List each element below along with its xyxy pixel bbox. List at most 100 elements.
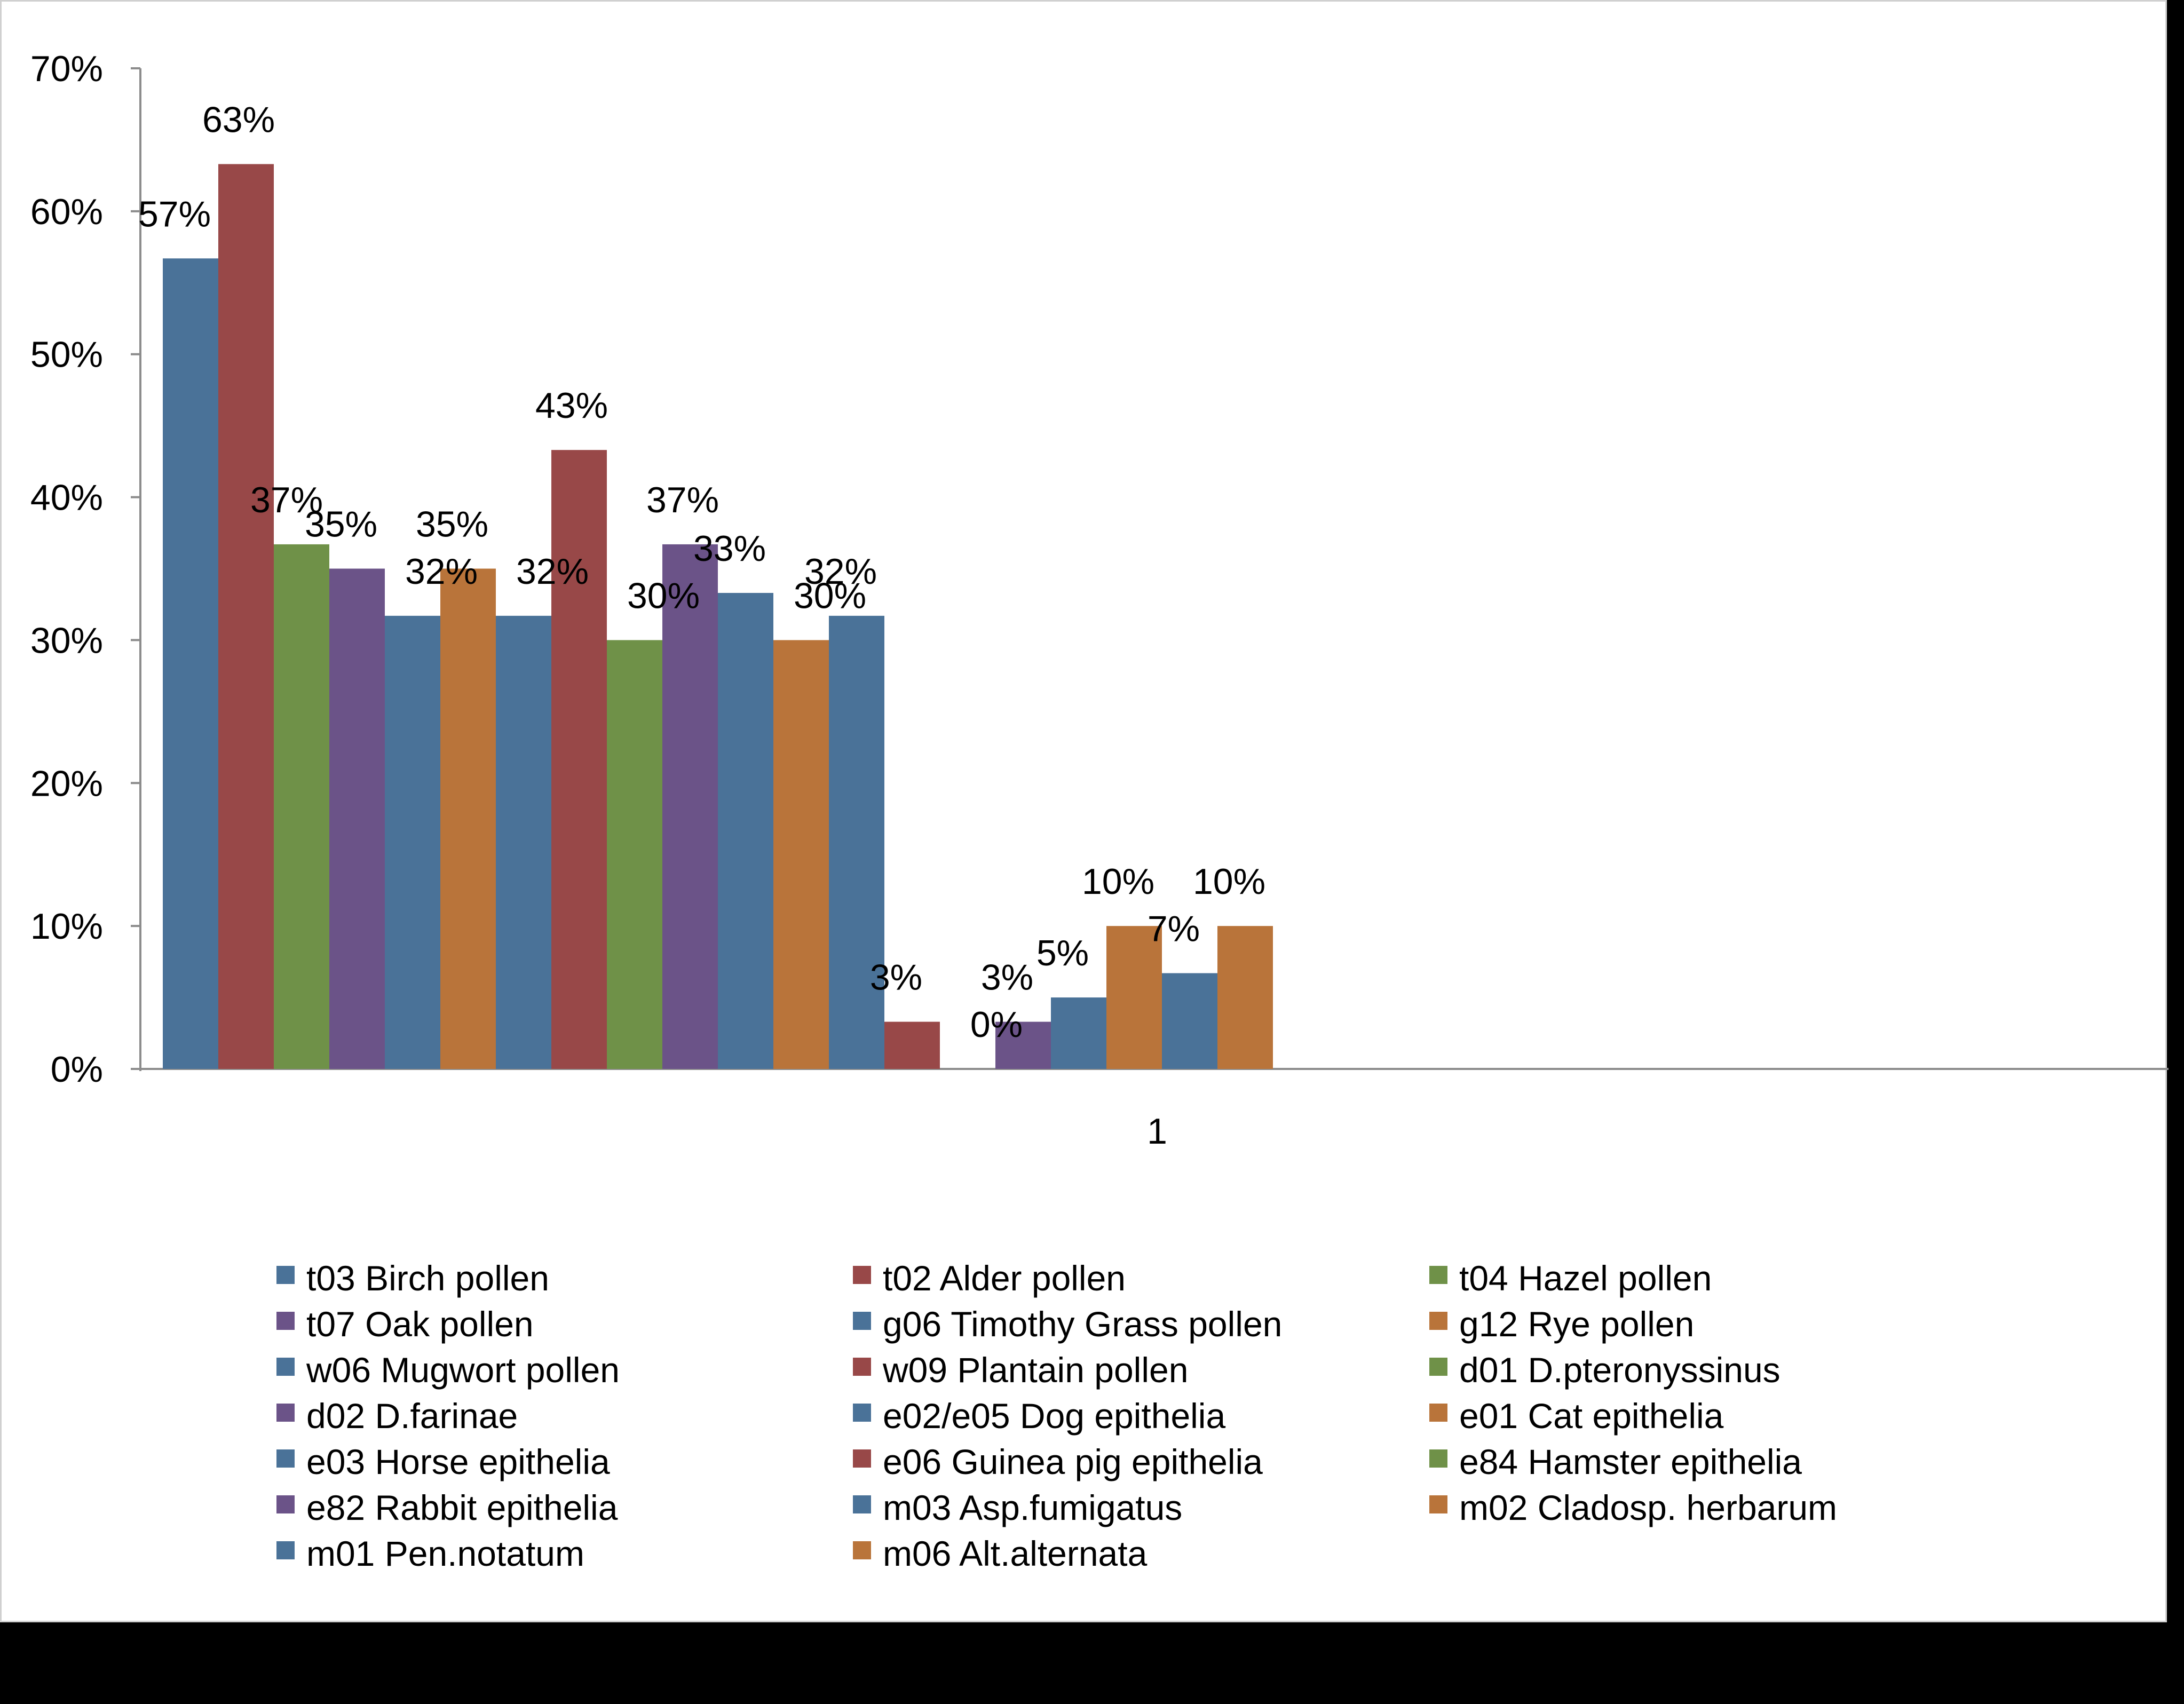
legend-label: d02 D.farinae bbox=[306, 1396, 518, 1436]
legend-label: m06 Alt.alternata bbox=[883, 1534, 1148, 1573]
legend-label: m01 Pen.notatum bbox=[306, 1534, 584, 1573]
legend-label: g06 Timothy Grass pollen bbox=[883, 1304, 1282, 1344]
legend-swatch bbox=[853, 1449, 871, 1468]
legend-swatch bbox=[276, 1449, 295, 1468]
legend: t03 Birch pollen t02 Alder pollen t04 Haze… bbox=[276, 1258, 1837, 1573]
legend-item: e03 Horse epithelia bbox=[276, 1442, 610, 1481]
data-label: 33% bbox=[693, 528, 766, 569]
legend-label: d01 D.pteronyssinus bbox=[1459, 1350, 1781, 1390]
y-tick-label: 10% bbox=[30, 906, 103, 947]
data-label: 32% bbox=[516, 551, 589, 592]
bars bbox=[163, 164, 1273, 1069]
legend-item: e02/e05 Dog epithelia bbox=[853, 1396, 1225, 1436]
bar-20 bbox=[1217, 926, 1273, 1069]
legend-swatch bbox=[1429, 1358, 1447, 1376]
legend-item: w06 Mugwort pollen bbox=[276, 1350, 620, 1390]
data-label: 32% bbox=[804, 551, 877, 592]
legend-swatch bbox=[1429, 1404, 1447, 1422]
bar-9 bbox=[607, 640, 662, 1069]
y-tick-label: 60% bbox=[30, 192, 103, 232]
data-label: 37% bbox=[646, 480, 719, 520]
legend-swatch bbox=[853, 1404, 871, 1422]
data-label: 35% bbox=[416, 504, 488, 545]
data-label: 0% bbox=[970, 1004, 1023, 1045]
data-label: 3% bbox=[870, 957, 922, 998]
y-tick-label: 70% bbox=[30, 49, 103, 89]
legend-label: m03 Asp.fumigatus bbox=[883, 1488, 1182, 1527]
bar-16 bbox=[995, 1021, 1051, 1069]
legend-label: e82 Rabbit epithelia bbox=[306, 1488, 618, 1527]
legend-item: g12 Rye pollen bbox=[1429, 1304, 1694, 1344]
bar-5 bbox=[385, 615, 440, 1069]
legend-item: m01 Pen.notatum bbox=[276, 1534, 584, 1573]
legend-label: t07 Oak pollen bbox=[306, 1304, 534, 1344]
legend-label: t04 Hazel pollen bbox=[1459, 1258, 1712, 1298]
legend-swatch bbox=[1429, 1449, 1447, 1468]
legend-swatch bbox=[276, 1312, 295, 1330]
legend-label: t03 Birch pollen bbox=[306, 1258, 549, 1298]
data-label: 3% bbox=[981, 957, 1033, 998]
data-label: 43% bbox=[535, 385, 608, 426]
bar-3 bbox=[274, 544, 329, 1069]
legend-label: e02/e05 Dog epithelia bbox=[883, 1396, 1225, 1436]
x-category-label: 1 bbox=[1147, 1111, 1167, 1152]
legend-item: d01 D.pteronyssinus bbox=[1429, 1350, 1781, 1390]
legend-item: t02 Alder pollen bbox=[853, 1258, 1126, 1298]
legend-swatch bbox=[276, 1358, 295, 1376]
bar-1 bbox=[163, 258, 218, 1069]
legend-item: m03 Asp.fumigatus bbox=[853, 1488, 1182, 1527]
y-tick-label: 0% bbox=[51, 1049, 103, 1090]
y-tick-label: 50% bbox=[30, 335, 103, 375]
legend-swatch bbox=[1429, 1266, 1447, 1284]
bar-11 bbox=[718, 593, 773, 1069]
legend-item: e84 Hamster epithelia bbox=[1429, 1442, 1802, 1481]
legend-item: d02 D.farinae bbox=[276, 1396, 518, 1436]
data-label: 30% bbox=[627, 575, 700, 616]
legend-swatch bbox=[853, 1541, 871, 1559]
data-label: 5% bbox=[1036, 933, 1089, 973]
legend-label: t02 Alder pollen bbox=[883, 1258, 1126, 1298]
legend-swatch bbox=[853, 1495, 871, 1513]
y-tick-label: 20% bbox=[30, 763, 103, 804]
data-label: 7% bbox=[1148, 909, 1200, 949]
legend-item: g06 Timothy Grass pollen bbox=[853, 1304, 1282, 1344]
data-labels: 57%63%37%35%32%35%32%43%30%37%33%30%32%3… bbox=[138, 99, 1265, 1045]
data-label: 10% bbox=[1082, 861, 1154, 902]
bar-10 bbox=[662, 544, 718, 1069]
legend-label: g12 Rye pollen bbox=[1459, 1304, 1694, 1344]
legend-item: e01 Cat epithelia bbox=[1429, 1396, 1724, 1436]
bar-2 bbox=[218, 164, 274, 1069]
legend-label: e03 Horse epithelia bbox=[306, 1442, 610, 1481]
legend-label: w09 Plantain pollen bbox=[882, 1350, 1188, 1390]
bar-4 bbox=[329, 568, 385, 1069]
legend-swatch bbox=[853, 1266, 871, 1284]
data-label: 32% bbox=[405, 551, 478, 592]
bar-6 bbox=[440, 568, 496, 1069]
category-labels: 1 bbox=[1147, 1111, 1167, 1152]
legend-item: t07 Oak pollen bbox=[276, 1304, 534, 1344]
data-label: 37% bbox=[250, 480, 323, 520]
legend-item: m02 Cladosp. herbarum bbox=[1429, 1488, 1837, 1527]
data-label: 30% bbox=[794, 575, 866, 616]
legend-item: m06 Alt.alternata bbox=[853, 1534, 1148, 1573]
legend-swatch bbox=[276, 1266, 295, 1284]
data-label: 10% bbox=[1193, 861, 1265, 902]
legend-label: e01 Cat epithelia bbox=[1459, 1396, 1724, 1436]
legend-swatch bbox=[276, 1495, 295, 1513]
legend-item: e06 Guinea pig epithelia bbox=[853, 1442, 1263, 1481]
legend-item: t04 Hazel pollen bbox=[1429, 1258, 1712, 1298]
legend-item: e82 Rabbit epithelia bbox=[276, 1488, 618, 1527]
data-label: 63% bbox=[202, 99, 275, 140]
data-label: 57% bbox=[138, 194, 211, 234]
chart-frame: 0% 10% 20% 30% 40% 50% 60% 70% 57% 63% 37% 35% 32% 3… bbox=[0, 0, 2169, 1622]
bar-18 bbox=[1106, 926, 1162, 1069]
bar-13 bbox=[829, 615, 884, 1069]
legend-swatch bbox=[1429, 1312, 1447, 1330]
legend-swatch bbox=[853, 1312, 871, 1330]
y-tick-label: 30% bbox=[30, 620, 103, 661]
legend-label: e84 Hamster epithelia bbox=[1459, 1442, 1802, 1481]
bar-chart: 0%10%20%30%40%50%60%70% 57%63%37%35%32%3… bbox=[30, 49, 2169, 1573]
bar-17 bbox=[1051, 997, 1106, 1069]
legend-swatch bbox=[853, 1358, 871, 1376]
y-tick-label: 40% bbox=[30, 478, 103, 518]
